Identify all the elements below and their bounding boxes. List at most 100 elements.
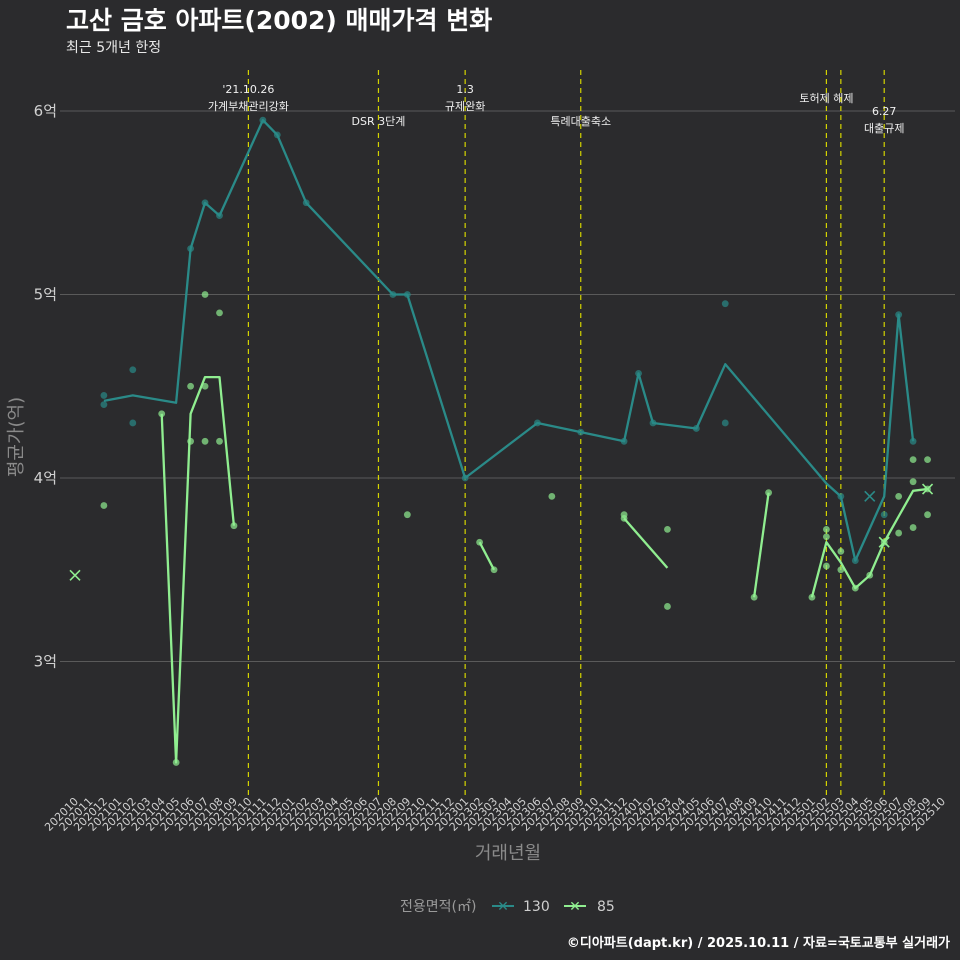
data-point-85 — [837, 566, 845, 574]
data-point-85 — [216, 437, 223, 445]
data-point-130 — [187, 245, 195, 253]
data-point-130 — [880, 511, 888, 519]
chart-subtitle: 최근 5개년 한정 — [66, 40, 161, 56]
data-point-85 — [100, 502, 108, 509]
data-point-85 — [909, 478, 917, 486]
data-point-85 — [230, 522, 238, 530]
data-point-85 — [172, 759, 180, 766]
data-point-130 — [534, 419, 541, 427]
event-annotation: 1.3 — [456, 83, 474, 96]
event-annotation: 가계부채관리강화 — [208, 100, 289, 113]
data-point-85 — [866, 571, 874, 579]
event-annotation: 6.27 — [872, 105, 897, 118]
data-point-85 — [187, 437, 195, 445]
data-point-85 — [924, 511, 931, 519]
data-point-130 — [851, 557, 859, 564]
y-tick-label: 5억 — [34, 286, 57, 304]
data-point-130 — [100, 401, 108, 408]
cross-marker-85 — [878, 536, 890, 548]
cross-stroke — [864, 490, 876, 502]
data-point-130 — [461, 474, 469, 482]
data-point-130 — [129, 419, 137, 427]
series-line-85 — [623, 517, 669, 569]
data-point-85 — [664, 603, 671, 610]
legend-item-85[interactable]: ✕ 85 — [564, 899, 615, 915]
data-point-130 — [909, 437, 917, 445]
data-point-85 — [201, 437, 209, 445]
series-line-85 — [752, 492, 770, 598]
data-point-130 — [273, 131, 281, 139]
event-annotation: 규제완화 — [445, 100, 485, 113]
data-point-85 — [201, 291, 209, 298]
data-point-130 — [129, 366, 137, 374]
data-point-85 — [808, 593, 816, 601]
data-point-85 — [895, 492, 903, 500]
chart-title: 고산 금호 아파트(2002) 매매가격 변화 — [66, 6, 492, 35]
data-point-130 — [577, 428, 585, 436]
data-point-85 — [909, 524, 917, 531]
legend-label-85: 85 — [597, 899, 615, 915]
legend-item-130[interactable]: ✕ 130 — [492, 899, 550, 915]
series-line-130 — [103, 119, 915, 562]
data-point-130 — [895, 311, 903, 319]
data-point-130 — [721, 300, 729, 308]
cross-stroke — [69, 569, 81, 581]
data-point-130 — [302, 199, 310, 207]
legend-cross-icon: ✕ — [497, 899, 509, 915]
series-line-85 — [478, 541, 496, 571]
data-point-130 — [620, 437, 628, 445]
data-point-85 — [187, 382, 195, 390]
cross-marker-130 — [864, 490, 876, 502]
y-axis-label: 평균가(억) — [6, 397, 27, 477]
event-annotation: 특례대출축소 — [550, 115, 611, 128]
event-annotation: '21.10.26 — [222, 83, 274, 96]
data-point-130 — [259, 116, 267, 124]
data-point-130 — [201, 199, 209, 207]
series-line-85 — [160, 375, 236, 764]
data-point-85 — [895, 529, 903, 537]
legend-cross-icon: ✕ — [569, 899, 581, 915]
data-point-85 — [823, 525, 830, 533]
data-point-130 — [721, 419, 729, 427]
series-points — [69, 116, 934, 766]
event-annotation: 토허제 해제 — [799, 91, 853, 105]
data-point-85 — [837, 548, 845, 555]
data-point-130 — [635, 370, 642, 377]
gridlines — [60, 110, 955, 662]
data-point-85 — [201, 382, 209, 390]
legend-label-130: 130 — [523, 899, 550, 915]
data-point-130 — [100, 392, 108, 399]
data-point-85 — [476, 538, 483, 546]
cross-stroke — [921, 483, 934, 495]
x-axis-label: 거래년월 — [475, 843, 541, 864]
cross-stroke — [878, 536, 890, 548]
data-point-85 — [664, 525, 671, 533]
series-lines — [103, 119, 928, 764]
series-line-85 — [810, 487, 928, 598]
cross-marker-85 — [921, 483, 934, 495]
data-point-85 — [823, 533, 830, 541]
data-point-85 — [548, 492, 556, 500]
data-point-130 — [389, 291, 397, 298]
data-point-85 — [403, 511, 411, 519]
data-point-130 — [649, 419, 657, 427]
data-point-130 — [837, 492, 845, 500]
legend-title: 전용면적(㎡) — [400, 899, 476, 915]
y-axis-ticks: 3억 4억 5억 6억 — [34, 102, 57, 671]
y-tick-label: 3억 — [34, 653, 57, 671]
data-point-85 — [823, 562, 830, 570]
data-point-85 — [750, 593, 758, 601]
event-annotation: 대출규제 — [864, 122, 904, 135]
legend: 전용면적(㎡) ✕ 130 ✕ 85 — [400, 899, 615, 915]
data-point-130 — [692, 425, 700, 432]
y-tick-label: 4억 — [34, 469, 57, 487]
cross-marker-85 — [69, 569, 81, 581]
data-point-85 — [216, 309, 223, 317]
data-point-85 — [909, 456, 917, 464]
data-point-85 — [765, 489, 772, 497]
source-caption: ©디아파트(dapt.kr) / 2025.10.11 / 자료=국토교통부 실… — [567, 935, 950, 951]
data-point-130 — [216, 212, 223, 219]
data-point-85 — [851, 584, 859, 592]
